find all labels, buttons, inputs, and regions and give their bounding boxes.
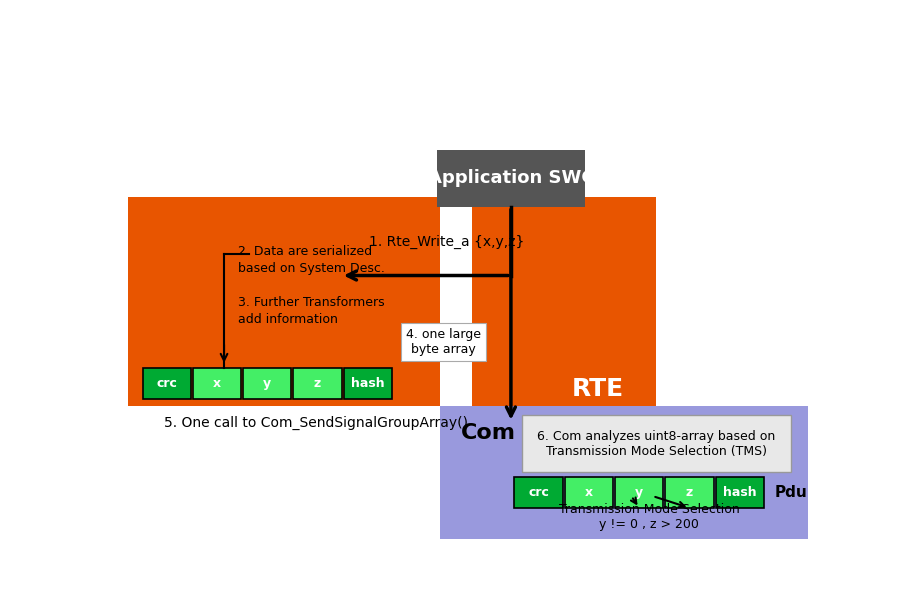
Bar — [193, 368, 241, 399]
Text: x: x — [213, 377, 221, 390]
Text: y: y — [263, 377, 271, 390]
Text: 4. one large
byte array: 4. one large byte array — [406, 328, 481, 356]
Bar — [143, 368, 191, 399]
Text: 1. Rte_Write_a {x,y,z}: 1. Rte_Write_a {x,y,z} — [369, 235, 525, 249]
Text: 2. Data are serialized
based on System Desc.

3. Further Transformers
add inform: 2. Data are serialized based on System D… — [239, 245, 385, 326]
Text: RTE: RTE — [572, 377, 624, 401]
Text: Pdu: Pdu — [774, 485, 807, 500]
Text: 6. Com analyzes uint8-array based on
Transmission Mode Selection (TMS): 6. Com analyzes uint8-array based on Tra… — [537, 430, 775, 458]
Bar — [441, 406, 808, 539]
Bar — [243, 368, 292, 399]
Bar — [565, 477, 613, 508]
Text: Com: Com — [462, 423, 516, 442]
Text: hash: hash — [351, 377, 385, 390]
Bar — [515, 477, 563, 508]
Bar — [665, 477, 714, 508]
Bar — [615, 477, 664, 508]
Bar — [522, 415, 791, 472]
Text: x: x — [585, 486, 593, 499]
Bar — [344, 368, 392, 399]
Bar — [293, 368, 342, 399]
Text: crc: crc — [528, 486, 549, 499]
Bar — [128, 197, 441, 406]
Text: crc: crc — [156, 377, 177, 390]
Text: hash: hash — [723, 486, 757, 499]
Bar — [472, 197, 656, 406]
Text: z: z — [686, 486, 693, 499]
Bar — [716, 477, 764, 508]
Bar — [437, 150, 585, 207]
Text: Transmission Mode Selection
y != 0 , z > 200: Transmission Mode Selection y != 0 , z >… — [558, 503, 739, 531]
Text: Application SWC: Application SWC — [428, 169, 594, 187]
Bar — [441, 197, 472, 406]
Text: z: z — [314, 377, 321, 390]
Text: y: y — [635, 486, 643, 499]
Text: 5. One call to Com_SendSignalGroupArray(): 5. One call to Com_SendSignalGroupArray(… — [164, 415, 468, 429]
